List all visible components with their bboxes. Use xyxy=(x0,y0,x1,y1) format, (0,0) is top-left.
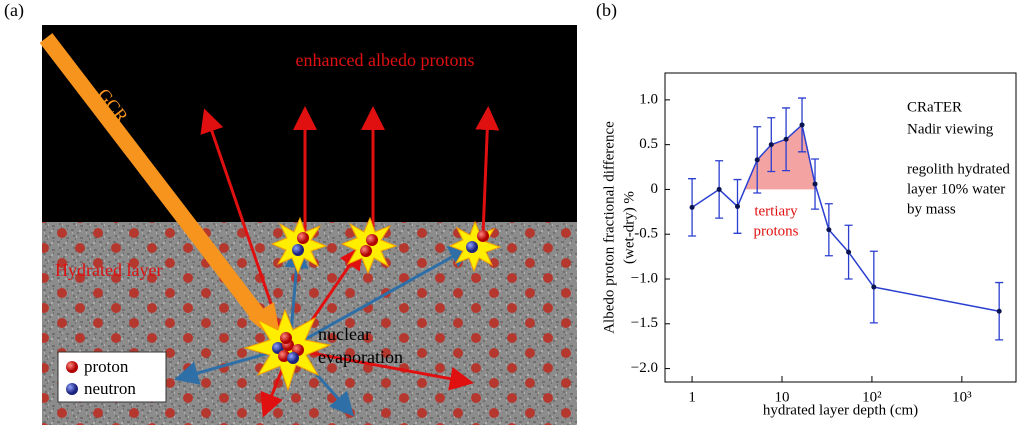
shade-annotation: tertiary xyxy=(754,203,798,219)
data-point xyxy=(768,142,774,148)
data-point xyxy=(734,203,740,209)
plot-frame xyxy=(664,72,1017,383)
annotation: layer 10% water xyxy=(907,181,1005,197)
shade-annotation: protons xyxy=(754,223,799,239)
y-tick-label: 0 xyxy=(651,181,659,197)
y-axis-label: (wet-dry) % xyxy=(621,191,637,264)
annotation: Nadir viewing xyxy=(907,121,994,137)
data-point xyxy=(812,181,818,187)
legend-swatch xyxy=(66,361,78,373)
nuclei xyxy=(272,230,489,364)
y-axis-label: Albedo proton fractional difference xyxy=(601,121,617,334)
annotation: by mass xyxy=(907,201,956,217)
gcr-arrow xyxy=(39,33,269,325)
legend-box xyxy=(57,351,167,403)
evaporation-label: evaporation xyxy=(318,347,403,367)
layer-label: Hydrated layer xyxy=(55,260,162,280)
data-point xyxy=(871,284,877,290)
legend-label: neutron xyxy=(84,379,136,398)
panel-b: (b) 1.0 0.5 0 -0.5 −1.0 −1.5 −2.0 1 10 10² 10³ hydr… xyxy=(596,0,1017,418)
data-point xyxy=(799,122,805,128)
legend-swatch xyxy=(66,383,78,395)
y-tick-label: −2.0 xyxy=(631,360,658,376)
albedo-label: enhanced albedo protons xyxy=(296,50,475,70)
annotation: regolith hydrated xyxy=(907,161,1010,177)
data-line xyxy=(691,123,1000,312)
panel-label: (b) xyxy=(596,0,617,21)
panel-label: (a) xyxy=(4,0,24,21)
data-point xyxy=(783,136,789,142)
shaded-area xyxy=(744,124,817,190)
data-point xyxy=(996,308,1002,314)
albedo-arrows xyxy=(200,106,500,418)
y-tick-label: -0.5 xyxy=(634,226,658,242)
legend-label: proton xyxy=(84,357,129,376)
panel-a: (a) GCR Hydrate xyxy=(4,0,577,425)
y-tick-label: −1.0 xyxy=(631,270,658,286)
x-axis-label: hydrated layer depth (cm) xyxy=(763,402,918,418)
data-point xyxy=(754,157,760,163)
x-tick-label: 10² xyxy=(862,389,882,405)
x-tick-label: 10 xyxy=(775,389,790,405)
x-tick-label: 1 xyxy=(688,389,696,405)
y-tick-label: −1.5 xyxy=(631,315,658,331)
data-point xyxy=(716,186,722,192)
x-tick-label: 10³ xyxy=(952,389,972,405)
evaporation-label: nuclear xyxy=(318,324,371,344)
y-tick-label: 1.0 xyxy=(639,91,658,107)
data-point xyxy=(846,249,852,255)
annotation: CRaTER xyxy=(907,99,962,115)
data-point xyxy=(826,227,832,233)
y-tick-label: 0.5 xyxy=(639,136,658,152)
data-point xyxy=(689,204,695,210)
